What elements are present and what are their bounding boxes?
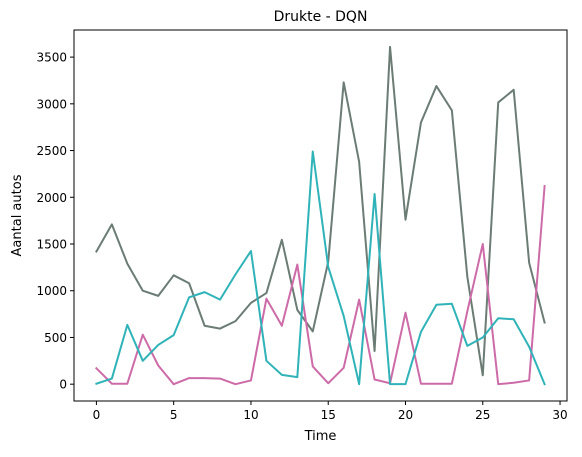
x-tick-label: 10	[243, 408, 258, 422]
x-tick-label: 20	[398, 408, 413, 422]
x-tick-label: 30	[552, 408, 567, 422]
x-tick-label: 0	[93, 408, 101, 422]
series-line-3	[95, 150, 546, 386]
series-line-1	[95, 45, 546, 377]
axes-layer: 0 5 10 15 20 25 30 0 500 1000 1500 2000 2500 3000 3500	[36, 29, 568, 422]
plot-frame	[73, 29, 568, 402]
x-tick-label: 25	[475, 408, 490, 422]
x-axis-label: Time	[304, 429, 337, 444]
y-tick-label: 0	[59, 378, 67, 392]
y-tick-label: 2000	[36, 191, 67, 205]
y-tick-label: 500	[44, 331, 67, 345]
series-line-2	[94, 184, 546, 386]
x-tick-label: 5	[170, 408, 178, 422]
y-tick-label: 2500	[36, 144, 67, 158]
x-tick-label: 15	[321, 408, 336, 422]
y-tick-label: 1000	[36, 284, 67, 298]
chart-title: Drukte - DQN	[274, 9, 368, 25]
y-axis-label: Aantal autos	[10, 174, 25, 256]
y-tick-label: 1500	[36, 238, 67, 252]
y-tick-label: 3000	[36, 97, 67, 111]
series-layer	[94, 45, 546, 386]
y-tick-label: 3500	[36, 51, 67, 65]
